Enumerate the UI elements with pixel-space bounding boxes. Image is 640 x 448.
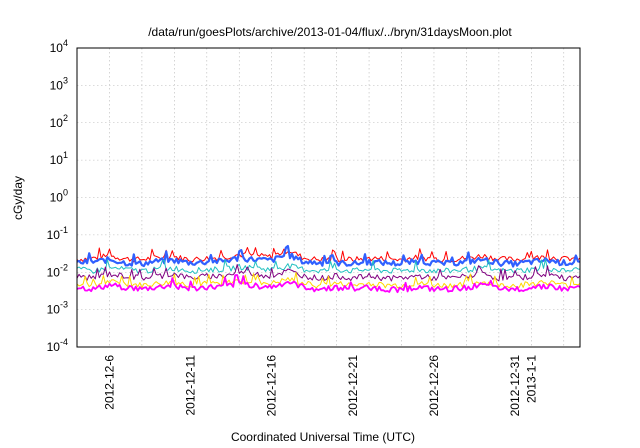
y-tick-exponent: -3 xyxy=(60,300,68,310)
plot-frame xyxy=(76,47,581,348)
y-tick-base: 10 xyxy=(47,228,61,242)
y-tick-base: 10 xyxy=(50,116,64,130)
x-tick-label: 2013-1-1 xyxy=(524,355,538,403)
x-tick-label: 2012-12-26 xyxy=(427,355,441,417)
y-tick-exponent: 1 xyxy=(63,150,68,160)
y-tick-exponent: 3 xyxy=(63,75,68,85)
y-tick-label: 10-3 xyxy=(47,300,68,317)
y-tick-base: 10 xyxy=(50,78,64,92)
y-tick-label: 103 xyxy=(50,75,68,92)
y-tick-label: 10-1 xyxy=(47,225,68,242)
x-tick-label: 2012-12-6 xyxy=(102,355,116,410)
y-tick-label: 101 xyxy=(50,150,68,167)
series-line-1 xyxy=(76,244,581,268)
y-tick-exponent: -4 xyxy=(60,337,68,347)
tick-labels: 10-410-310-210-11001011021031042012-12-6… xyxy=(47,38,539,416)
x-axis-label: Coordinated Universal Time (UTC) xyxy=(231,430,415,444)
y-tick-exponent: 4 xyxy=(63,38,68,48)
y-tick-label: 10-4 xyxy=(47,337,68,354)
y-tick-base: 10 xyxy=(47,303,61,317)
chart-title: /data/run/goesPlots/archive/2013-01-04/f… xyxy=(148,25,512,39)
series-group xyxy=(76,244,581,294)
ticks xyxy=(77,48,580,347)
y-tick-exponent: 2 xyxy=(63,113,68,123)
x-tick-label: 2012-12-21 xyxy=(346,355,360,417)
x-tick-label: 2012-12-16 xyxy=(265,355,279,417)
series-line-2 xyxy=(76,258,581,274)
x-tick-label: 2012-12-31 xyxy=(508,355,522,417)
y-tick-base: 10 xyxy=(47,265,61,279)
y-tick-exponent: -2 xyxy=(60,262,68,272)
y-tick-base: 10 xyxy=(50,41,64,55)
y-tick-label: 102 xyxy=(50,113,68,130)
y-axis-label: cGy/day xyxy=(11,176,25,220)
y-tick-exponent: -1 xyxy=(60,225,68,235)
y-tick-label: 100 xyxy=(50,188,68,205)
y-tick-base: 10 xyxy=(50,153,64,167)
y-tick-label: 10-2 xyxy=(47,262,68,279)
x-tick-label: 2012-12-11 xyxy=(184,355,198,416)
y-tick-exponent: 0 xyxy=(63,188,68,198)
y-tick-base: 10 xyxy=(47,340,61,354)
y-tick-label: 104 xyxy=(50,38,68,55)
grid xyxy=(77,48,580,347)
series-line-5 xyxy=(76,274,581,294)
y-tick-base: 10 xyxy=(50,191,64,205)
